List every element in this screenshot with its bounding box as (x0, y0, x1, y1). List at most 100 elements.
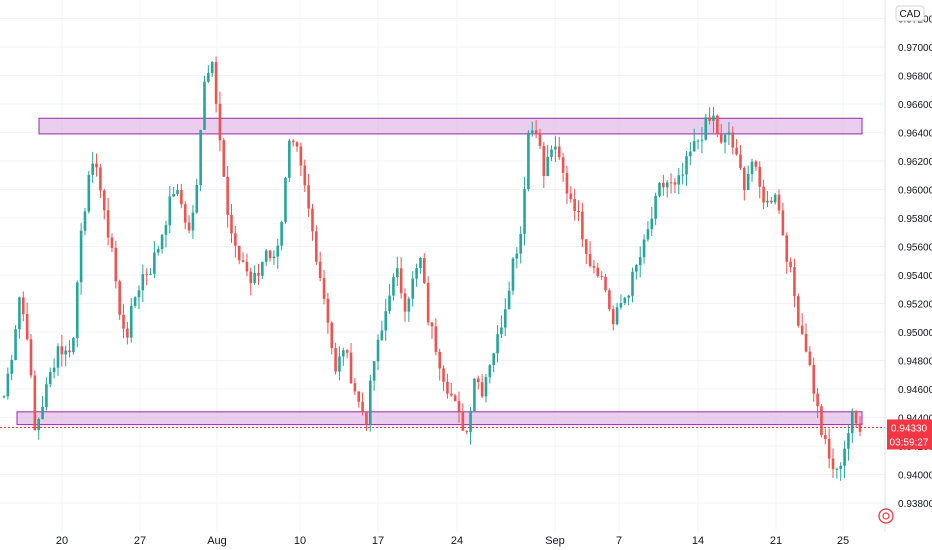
candle-body (349, 352, 353, 384)
x-tick-label: 24 (451, 535, 463, 547)
candle-body (708, 117, 711, 121)
y-tick-label: 0.95000 (898, 328, 932, 339)
candle-body (176, 190, 179, 194)
candle-body (681, 174, 684, 176)
candle-body (527, 132, 530, 190)
candle-body (6, 373, 10, 397)
y-tick-label: 0.95400 (898, 271, 932, 282)
candle-body (14, 329, 17, 360)
candle-body (800, 325, 804, 334)
candle-body (530, 130, 534, 133)
candle-body (546, 156, 549, 177)
candle-body (226, 176, 229, 215)
candle-body (299, 146, 303, 166)
candle-body (361, 401, 364, 412)
candle-body (685, 156, 688, 175)
candle-body (650, 218, 654, 230)
candle-body (21, 297, 25, 315)
candle-body (565, 172, 569, 194)
candle-body (149, 273, 152, 275)
candle-body (816, 393, 819, 407)
candle-body (369, 380, 372, 425)
candle-body (692, 141, 696, 152)
settings-icon[interactable] (878, 508, 894, 524)
candle-body (789, 261, 792, 268)
candle-body (500, 327, 503, 335)
candle-body (615, 307, 619, 325)
candle-body (573, 199, 576, 211)
candle-body (384, 311, 388, 331)
candle-body (388, 295, 391, 312)
candle-body (600, 275, 603, 277)
candle-body (627, 295, 630, 298)
candle-body (488, 365, 492, 378)
currency-badge[interactable]: CAD (895, 5, 925, 22)
candle-body (203, 81, 206, 130)
candle-body (415, 268, 418, 279)
candle-body (484, 377, 488, 397)
x-tick-label: 14 (692, 535, 704, 547)
candle-body (835, 468, 839, 470)
candle-body (812, 364, 816, 394)
candle-body (210, 62, 214, 74)
candle-body (365, 411, 368, 425)
candle-body (538, 133, 542, 146)
candle-body (550, 149, 553, 157)
candle-body (295, 142, 299, 147)
candle-body (658, 182, 661, 196)
candle-body (577, 210, 580, 212)
candle-body (106, 210, 110, 238)
candle-body (750, 161, 754, 174)
candle-body (141, 274, 145, 291)
candle-body (731, 132, 735, 148)
candle-body (507, 290, 511, 310)
candle-body (596, 267, 600, 276)
candle-body (79, 230, 83, 283)
candle-body (291, 140, 295, 143)
candle-body (422, 258, 426, 283)
time-axis[interactable]: 20 27 Aug 10 17 24 Sep 7 14 21 25 (56, 535, 849, 547)
resistance-zone[interactable] (38, 117, 863, 135)
currency-label: CAD (899, 9, 920, 20)
candle-body (704, 117, 708, 140)
candle-body (449, 393, 453, 396)
candle-body (60, 346, 64, 355)
candle-body (677, 175, 681, 185)
candle-body (180, 190, 183, 205)
candle-body (827, 439, 831, 459)
candle-body (584, 239, 588, 254)
candle-body (33, 375, 37, 431)
candle-body (473, 378, 476, 411)
candle-body (91, 163, 94, 175)
support-zone[interactable] (16, 411, 863, 426)
candle-body (642, 239, 646, 258)
grid (0, 0, 885, 532)
candle-body (183, 204, 187, 223)
candle-body (762, 186, 765, 203)
candle-body (453, 395, 457, 402)
candle-body (230, 214, 233, 234)
candle-body (515, 253, 519, 259)
x-tick-label: Sep (545, 535, 565, 547)
candle-body (392, 277, 395, 296)
candle-body (156, 249, 160, 253)
candle-body (199, 129, 202, 186)
candle-body (338, 356, 341, 372)
candle-body (746, 173, 750, 191)
candle-body (345, 350, 349, 353)
candle-body (164, 225, 168, 235)
candle-body (712, 115, 715, 121)
candle-body (696, 140, 700, 142)
x-tick-label: 27 (134, 535, 146, 547)
candle-body (820, 406, 823, 436)
candle-body (330, 322, 334, 349)
candle-body (272, 256, 276, 259)
candle-body (145, 274, 148, 276)
candle-body (48, 372, 52, 385)
candle-body (372, 361, 376, 381)
candle-body (557, 146, 561, 158)
candle-body (719, 134, 723, 143)
y-tick-label: 0.96200 (898, 157, 932, 168)
candle-body (669, 182, 673, 184)
